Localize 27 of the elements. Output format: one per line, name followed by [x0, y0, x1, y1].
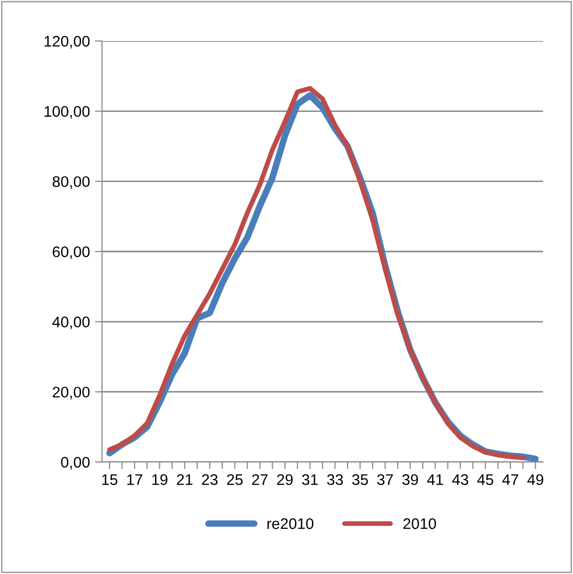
- x-tick-label: 35: [352, 474, 368, 486]
- x-tick-label: 45: [477, 474, 494, 486]
- x-tick-label: 43: [452, 474, 468, 486]
- legend-label: 2010: [403, 518, 436, 530]
- x-tick-label: 31: [302, 474, 318, 486]
- x-tick-label: 15: [102, 474, 118, 486]
- y-tick-label: 100,00: [44, 106, 90, 119]
- x-tick-label: 41: [427, 474, 444, 485]
- x-tick-label: 33: [327, 474, 343, 486]
- y-tick-label: 20,00: [52, 386, 90, 400]
- x-tick-label: 25: [227, 474, 243, 486]
- y-tick-label: 40,00: [52, 316, 90, 330]
- x-tick-label: 19: [152, 474, 168, 486]
- x-tick-label: 37: [377, 474, 393, 486]
- y-tick-label: 60,00: [52, 246, 90, 259]
- x-tick-label: 47: [502, 474, 518, 485]
- y-tick-label: 0,00: [61, 456, 90, 470]
- x-tick-label: 39: [402, 474, 418, 486]
- x-tick-label: 23: [202, 474, 218, 486]
- x-tick-label: 49: [527, 474, 544, 486]
- y-tick-label: 120,00: [44, 36, 90, 48]
- x-tick-label: 21: [176, 474, 192, 485]
- x-tick-label: 17: [127, 474, 142, 485]
- legend-label: re2010: [267, 518, 314, 530]
- x-tick-label: 29: [277, 474, 293, 486]
- x-tick-label: 27: [252, 474, 268, 485]
- y-tick-label: 80,00: [52, 176, 90, 189]
